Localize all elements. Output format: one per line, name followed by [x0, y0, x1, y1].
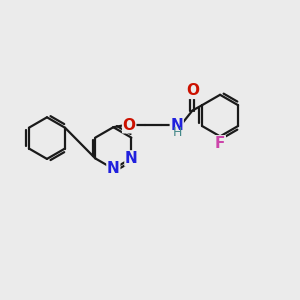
Text: N: N: [107, 161, 120, 176]
Text: N: N: [125, 151, 138, 166]
Text: N: N: [170, 118, 183, 133]
Text: O: O: [123, 118, 136, 133]
Text: H: H: [173, 126, 182, 139]
Text: F: F: [215, 136, 225, 151]
Text: O: O: [186, 83, 199, 98]
